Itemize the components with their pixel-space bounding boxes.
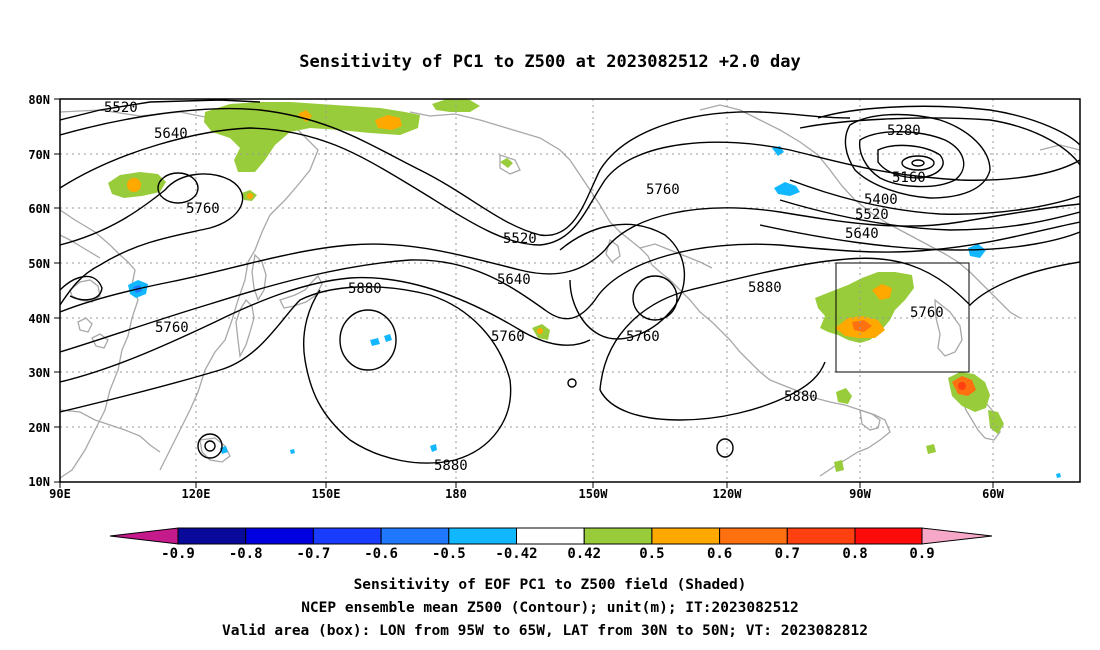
colorbar-cell (312, 527, 382, 545)
map-title: Sensitivity of PC1 to Z500 at 2023082512… (299, 52, 801, 72)
contour-label: 5880 (748, 280, 782, 296)
contour-label: 5280 (887, 123, 921, 139)
contour-label: 5880 (784, 389, 818, 405)
contour-label: 5160 (892, 170, 926, 186)
colorbar-label: 0.7 (775, 546, 800, 562)
colorbar-label: 0.6 (707, 546, 732, 562)
colorbar-labels: -0.9 -0.8 -0.7 -0.6 -0.5 -0.42 0.42 0.5 … (161, 546, 935, 562)
colorbar-cell (583, 527, 653, 545)
colorbar-arrow-right (921, 527, 993, 545)
caption-line-2: NCEP ensemble mean Z500 (Contour); unit(… (301, 600, 799, 616)
lon-label: 150E (312, 487, 341, 501)
contour-label: 5760 (186, 201, 220, 217)
colorbar-label: -0.7 (297, 546, 331, 562)
caption-line-1: Sensitivity of EOF PC1 to Z500 field (Sh… (354, 577, 747, 593)
contour-label: 5520 (104, 100, 138, 116)
colorbar-arrow-left (109, 527, 179, 545)
contour-label: 5520 (855, 207, 889, 223)
colorbar-label: -0.42 (495, 546, 537, 562)
coastlines (60, 104, 1080, 479)
lon-label: 90W (849, 487, 871, 501)
colorbar-label: 0.5 (639, 546, 664, 562)
colorbar (109, 527, 993, 545)
colorbar-label: -0.5 (432, 546, 466, 562)
colorbar-label: 0.9 (909, 546, 934, 562)
colorbar-label: -0.9 (161, 546, 195, 562)
colorbar-label: 0.42 (567, 546, 601, 562)
lat-axis (54, 98, 60, 483)
contour-label: 5760 (646, 182, 680, 198)
colorbar-cell (854, 527, 923, 545)
contour-label: 5760 (155, 320, 189, 336)
lon-label: 180 (445, 487, 467, 501)
lon-label: 120E (182, 487, 211, 501)
lon-axis (59, 482, 994, 488)
lat-label: 30N (28, 366, 50, 380)
lat-label: 10N (28, 475, 50, 489)
colorbar-cell (448, 527, 517, 545)
contour-label: 5640 (154, 126, 188, 142)
z500-contours (60, 99, 1080, 464)
sensitivity-shading (108, 99, 1061, 478)
colorbar-cell (380, 527, 450, 545)
contour-label: 5640 (845, 226, 879, 242)
contour-label: 5880 (348, 281, 382, 297)
map-area: 5520 5640 5760 5520 5640 5760 5880 5760 … (60, 99, 1080, 482)
colorbar-label: 0.8 (842, 546, 867, 562)
lon-label: 60W (982, 487, 1004, 501)
colorbar-label: -0.8 (229, 546, 263, 562)
colorbar-cell (719, 527, 788, 545)
map-frame (59, 98, 1081, 483)
lon-labels: 90E 120E 150E 180 150W 120W 90W 60W (49, 487, 1004, 501)
contour-label: 5640 (497, 272, 531, 288)
lat-labels: 80N 70N 60N 50N 40N 30N 20N 10N (28, 93, 50, 489)
caption-line-3: Valid area (box): LON from 95W to 65W, L… (222, 623, 868, 639)
lat-label: 80N (28, 93, 50, 107)
lon-label: 150W (579, 487, 609, 501)
colorbar-cell (245, 527, 314, 545)
colorbar-cell (786, 527, 856, 545)
contour-label: 5760 (491, 329, 525, 345)
colorbar-cell (177, 527, 247, 545)
contour-label: 5400 (864, 192, 898, 208)
lat-label: 20N (28, 421, 50, 435)
colorbar-label: -0.6 (364, 546, 398, 562)
lat-label: 60N (28, 202, 50, 216)
contour-label: 5760 (910, 305, 944, 321)
contour-label: 5880 (434, 458, 468, 474)
lon-label: 90E (49, 487, 71, 501)
contour-label: 5760 (626, 329, 660, 345)
colorbar-cell (516, 527, 585, 545)
lat-label: 70N (28, 148, 50, 162)
contour-label: 5520 (503, 231, 537, 247)
lat-label: 50N (28, 257, 50, 271)
valid-area-box (835, 262, 970, 373)
colorbar-cell (651, 527, 721, 545)
contour-labels: 5520 5640 5760 5520 5640 5760 5880 5760 … (104, 100, 944, 474)
gridlines (60, 99, 1080, 482)
lon-label: 120W (713, 487, 743, 501)
lat-label: 40N (28, 312, 50, 326)
